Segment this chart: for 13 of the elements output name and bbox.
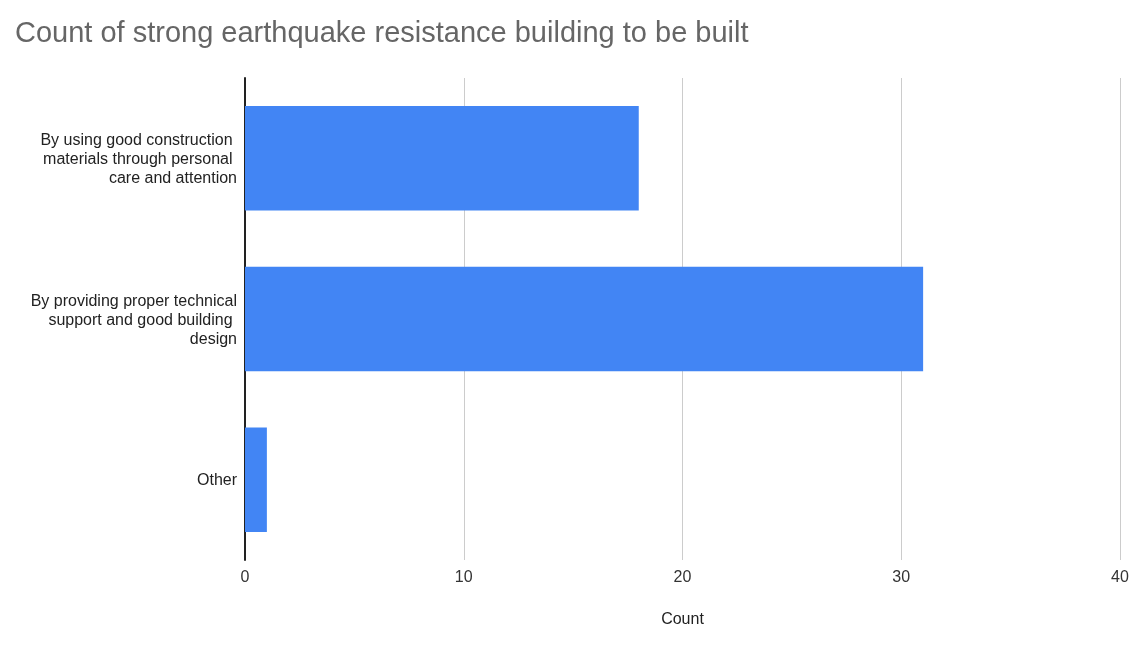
x-tick-label: 40: [1111, 567, 1129, 585]
bar: [245, 266, 924, 372]
y-tick-label: By using good construction materials through personal care and attention: [40, 130, 237, 186]
bar: [245, 106, 639, 211]
x-tick-label: 20: [673, 567, 692, 585]
x-tick-label: 10: [454, 567, 473, 585]
chart-title: Count of strong earthquake resistance building to be built: [15, 15, 749, 48]
x-tick-label: 30: [892, 567, 911, 585]
x-axis-title: Count: [661, 609, 705, 627]
y-tick-label: By providing proper technical support and good building design: [30, 291, 237, 347]
bar: [245, 427, 267, 532]
y-tick-label: Other: [196, 471, 238, 489]
x-tick-label: 0: [240, 567, 250, 585]
